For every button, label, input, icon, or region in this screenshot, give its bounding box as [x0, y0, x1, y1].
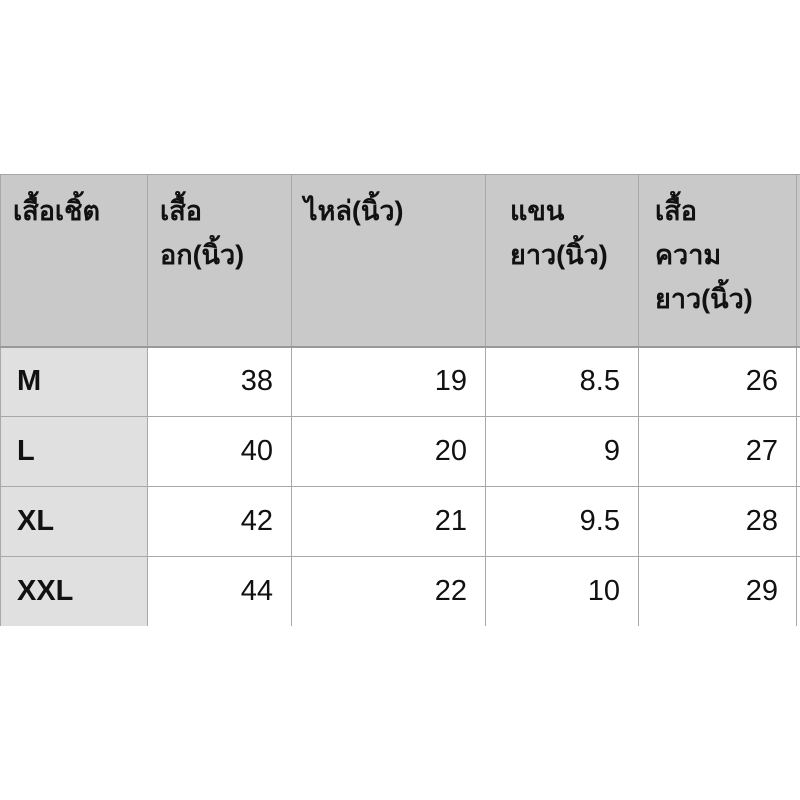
shoulder-cell: 22 — [291, 556, 486, 626]
length-cell: 27 — [638, 416, 797, 487]
sleeve-cell: 9.5 — [485, 486, 639, 557]
chest-cell: 38 — [147, 346, 292, 417]
header-sleeve: แขน ยาว(นิ้ว) — [485, 174, 639, 347]
table-row: XXL 44 22 10 29 — [0, 556, 800, 626]
shoulder-cell: 20 — [291, 416, 486, 487]
header-length: เสื้อ ความ ยาว(นิ้ว) — [638, 174, 797, 347]
sleeve-cell: 9 — [485, 416, 639, 487]
extra-cell — [796, 416, 800, 487]
size-chart: เสื้อเชิ้ต เสื้อ อก(นิ้ว) ไหล่(นิ้ว) แขน… — [0, 174, 800, 626]
extra-cell — [796, 486, 800, 557]
header-shoulder: ไหล่(นิ้ว) — [291, 174, 486, 347]
sleeve-cell: 8.5 — [485, 346, 639, 417]
table-row: L 40 20 9 27 — [0, 416, 800, 487]
header-chest: เสื้อ อก(นิ้ว) — [147, 174, 292, 347]
header-row: เสื้อเชิ้ต เสื้อ อก(นิ้ว) ไหล่(นิ้ว) แขน… — [0, 174, 800, 347]
size-cell: M — [0, 346, 148, 417]
length-cell: 28 — [638, 486, 797, 557]
size-cell: XXL — [0, 556, 148, 626]
extra-cell — [796, 346, 800, 417]
sleeve-cell: 10 — [485, 556, 639, 626]
chest-cell: 44 — [147, 556, 292, 626]
length-cell: 29 — [638, 556, 797, 626]
chest-cell: 42 — [147, 486, 292, 557]
size-table: เสื้อเชิ้ต เสื้อ อก(นิ้ว) ไหล่(นิ้ว) แขน… — [0, 174, 800, 626]
size-cell: L — [0, 416, 148, 487]
header-extra — [796, 174, 800, 347]
size-cell: XL — [0, 486, 148, 557]
extra-cell — [796, 556, 800, 626]
shoulder-cell: 19 — [291, 346, 486, 417]
shoulder-cell: 21 — [291, 486, 486, 557]
length-cell: 26 — [638, 346, 797, 417]
header-shirt: เสื้อเชิ้ต — [0, 174, 148, 347]
chest-cell: 40 — [147, 416, 292, 487]
table-row: M 38 19 8.5 26 — [0, 346, 800, 417]
table-row: XL 42 21 9.5 28 — [0, 486, 800, 557]
